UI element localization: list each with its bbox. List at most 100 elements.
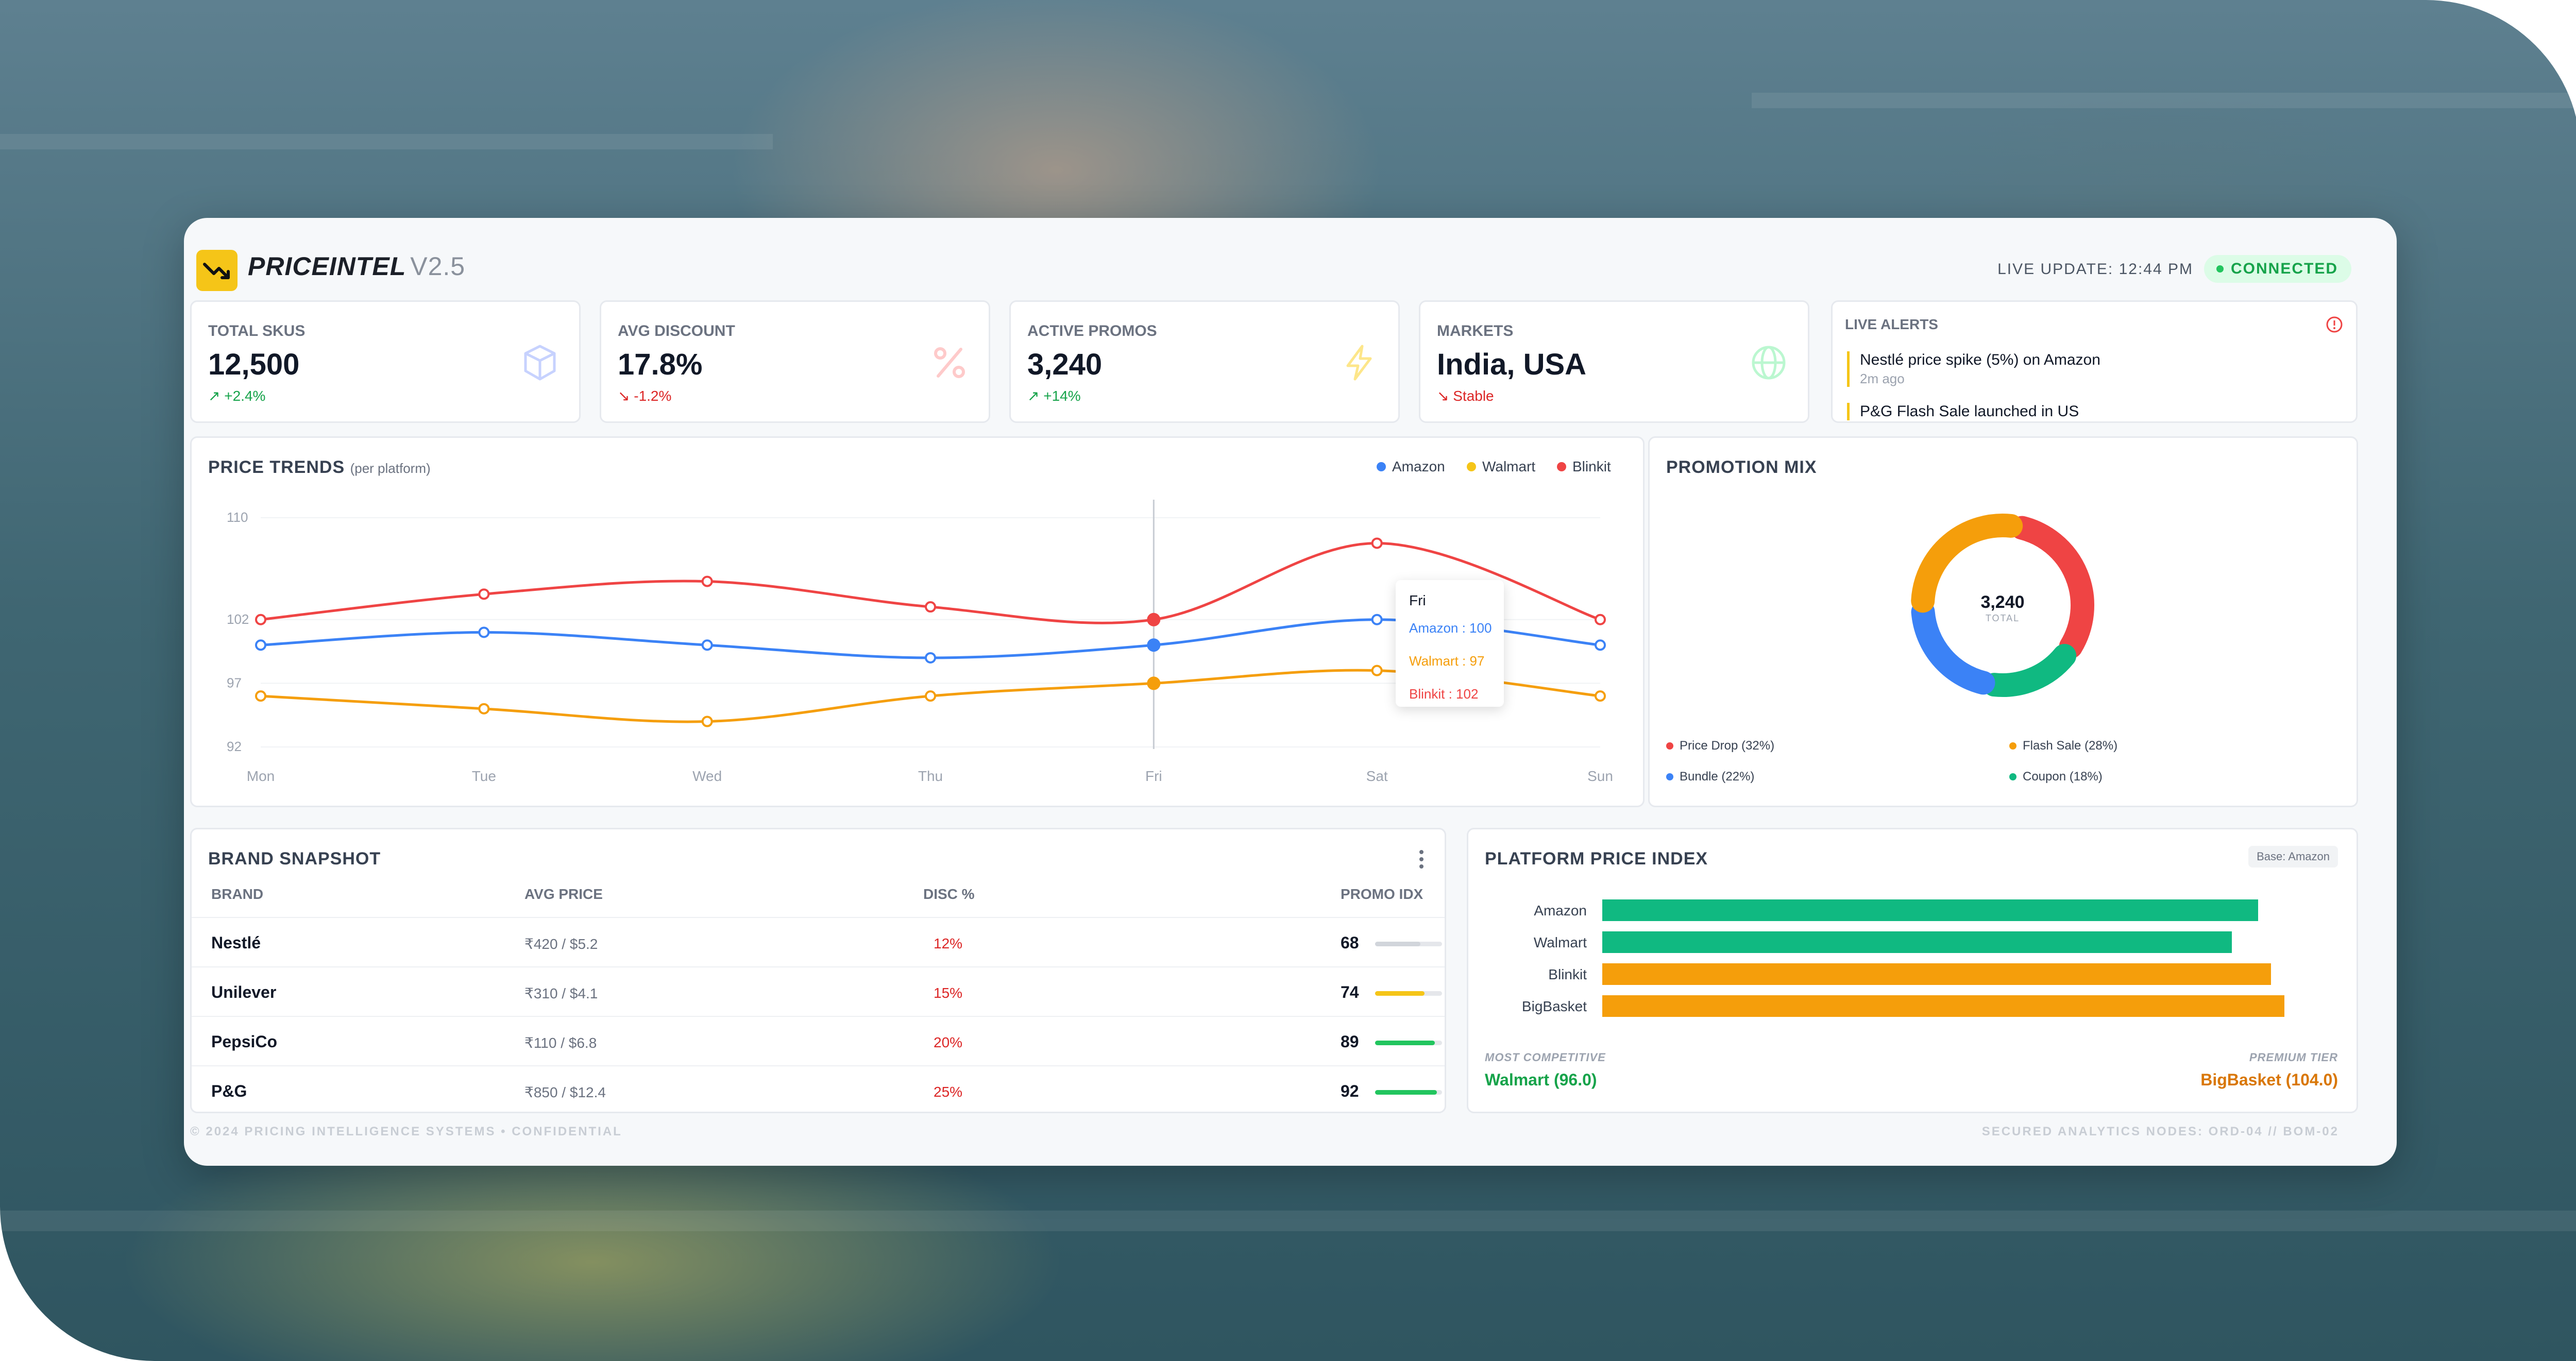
brand-name: PepsiCo	[211, 1032, 278, 1051]
promo-index-bar-fill	[1375, 1090, 1437, 1095]
data-point	[701, 716, 713, 727]
discount-percent: 25%	[934, 1084, 963, 1100]
discount-percent: 12%	[934, 935, 963, 951]
data-point	[1371, 537, 1383, 549]
connection-status-badge: CONNECTED	[2204, 255, 2351, 283]
tooltip-amazon: Amazon : 100	[1409, 620, 1492, 636]
cube-icon	[524, 345, 556, 381]
platform-index-title: PLATFORM PRICE INDEX	[1485, 849, 1708, 869]
data-point	[255, 690, 266, 702]
donut-slice-flash-sale	[1911, 514, 2023, 613]
y-tick-label: 97	[227, 675, 242, 690]
donut-slice-price-drop	[2010, 516, 2094, 659]
x-tick-label: Thu	[918, 768, 943, 784]
data-point	[701, 639, 713, 651]
avg-price: ₹420 / $5.2	[524, 936, 598, 952]
promo-index-bar	[1375, 1090, 1442, 1095]
base-badge: Base: Amazon	[2248, 846, 2338, 867]
table-row[interactable]: Nestlé ₹420 / $5.2 12% 68	[192, 917, 1445, 967]
data-point	[1371, 614, 1383, 625]
brand-snapshot-panel: BRAND SNAPSHOT BRAND AVG PRICE DISC % PR…	[190, 828, 1446, 1113]
legend-price-drop[interactable]: Price Drop (32%)	[1666, 739, 1774, 753]
table-row[interactable]: Unilever ₹310 / $4.1 15% 74	[192, 966, 1445, 1017]
avg-price: ₹310 / $4.1	[524, 985, 598, 1001]
legend-amazon[interactable]: Amazon	[1377, 458, 1445, 475]
legend-coupon[interactable]: Coupon (18%)	[2009, 770, 2103, 784]
column-header-brand[interactable]: BRAND	[211, 886, 264, 902]
column-header-disc[interactable]: DISC %	[923, 886, 975, 902]
brand-name: Nestlé	[211, 933, 261, 952]
most-competitive-value: Walmart (96.0)	[1485, 1070, 1597, 1089]
kpi-label: MARKETS	[1437, 322, 1514, 339]
data-point	[925, 690, 936, 702]
y-tick-label: 102	[227, 611, 249, 627]
donut-slice-coupon	[1982, 643, 2077, 697]
kpi-card-avg-discount: AVG DISCOUNT 17.8% ↘ -1.2%	[600, 300, 990, 423]
data-point	[1595, 639, 1606, 651]
data-point	[478, 703, 490, 714]
kpi-delta: ↗ +2.4%	[208, 388, 266, 404]
kpi-label: AVG DISCOUNT	[618, 322, 735, 339]
platform-bar[interactable]	[1602, 963, 2271, 985]
price-trend-chart[interactable]: 92 97 102 110 Mon Tue Wed Thu Fri Sat Sun	[192, 438, 1643, 806]
alert-item[interactable]: Nestlé price spike (5%) on Amazon 2m ago	[1847, 351, 2354, 387]
kpi-delta: ↘ Stable	[1437, 388, 1494, 404]
data-point	[925, 601, 936, 613]
bar-label: BigBasket	[1521, 998, 1587, 1014]
data-point	[1147, 613, 1161, 626]
table-row[interactable]: P&G ₹850 / $12.4 25% 92	[192, 1065, 1445, 1112]
brand-name: Unilever	[211, 983, 277, 1001]
promo-index: 92	[1341, 1082, 1359, 1100]
alert-text: Nestlé price spike (5%) on Amazon	[1860, 351, 2100, 368]
alerts-title: LIVE ALERTS	[1845, 316, 1938, 332]
alert-time: 2m ago	[1860, 371, 1905, 386]
platform-bar[interactable]	[1602, 899, 2258, 921]
avg-price: ₹110 / $6.8	[524, 1035, 597, 1051]
data-point	[1595, 614, 1606, 625]
bar-label: Blinkit	[1548, 966, 1587, 982]
lightning-icon	[1346, 345, 1372, 381]
legend-blinkit[interactable]: Blinkit	[1557, 458, 1611, 475]
legend-flash-sale[interactable]: Flash Sale (28%)	[2009, 739, 2117, 753]
kpi-card-total-skus: TOTAL SKUS 12,500 ↗ +2.4%	[190, 300, 581, 423]
alert-item[interactable]: P&G Flash Sale launched in US	[1847, 403, 2354, 420]
alert-text: P&G Flash Sale launched in US	[1860, 403, 2079, 420]
promotion-mix-donut[interactable]	[1650, 438, 2357, 806]
x-tick-label: Wed	[692, 768, 722, 784]
premium-tier-label: PREMIUM TIER	[2249, 1051, 2338, 1064]
column-header-promo-idx[interactable]: PROMO IDX	[1341, 886, 1423, 902]
y-tick-label: 92	[227, 739, 242, 754]
discount-percent: 15%	[934, 985, 963, 1001]
bar-label: Walmart	[1533, 934, 1587, 950]
x-tick-label: Tue	[472, 768, 496, 784]
column-header-avg-price[interactable]: AVG PRICE	[524, 886, 603, 902]
promo-index-bar	[1375, 942, 1442, 946]
donut-slice-bundle	[1911, 600, 1995, 695]
promo-index-bar	[1375, 1041, 1442, 1045]
chart-tooltip: Fri Amazon : 100 Walmart : 97 Blinkit : …	[1396, 580, 1504, 707]
bar-label: Amazon	[1534, 903, 1587, 918]
most-competitive-label: MOST COMPETITIVE	[1485, 1051, 1606, 1064]
data-point	[701, 575, 713, 587]
legend-bundle[interactable]: Bundle (22%)	[1666, 770, 1754, 784]
x-tick-label: Fri	[1145, 768, 1162, 784]
data-point	[1147, 638, 1161, 652]
percent-icon	[934, 347, 965, 378]
brand-name: P&G	[211, 1082, 247, 1100]
legend-walmart[interactable]: Walmart	[1467, 458, 1535, 475]
platform-bar[interactable]	[1602, 931, 2232, 953]
x-tick-label: Mon	[247, 768, 275, 784]
tooltip-walmart: Walmart : 97	[1409, 653, 1485, 669]
footer-nodes: SECURED ANALYTICS NODES: ORD-04 // BOM-0…	[1981, 1125, 2339, 1138]
data-point	[255, 614, 266, 625]
brand-snapshot-title: BRAND SNAPSHOT	[208, 849, 381, 869]
kpi-card-active-promos: ACTIVE PROMOS 3,240 ↗ +14%	[1009, 300, 1400, 423]
platform-bar[interactable]	[1602, 995, 2284, 1017]
data-point	[478, 588, 490, 600]
platform-index-bars: Amazon Walmart Blinkit BigBasket	[1468, 829, 2357, 1112]
table-row[interactable]: PepsiCo ₹110 / $6.8 20% 89	[192, 1016, 1445, 1066]
more-options-icon[interactable]	[1418, 849, 1425, 870]
alert-warning-icon[interactable]	[2325, 315, 2344, 334]
data-point	[925, 652, 936, 664]
kpi-value: 3,240	[1027, 348, 1103, 381]
